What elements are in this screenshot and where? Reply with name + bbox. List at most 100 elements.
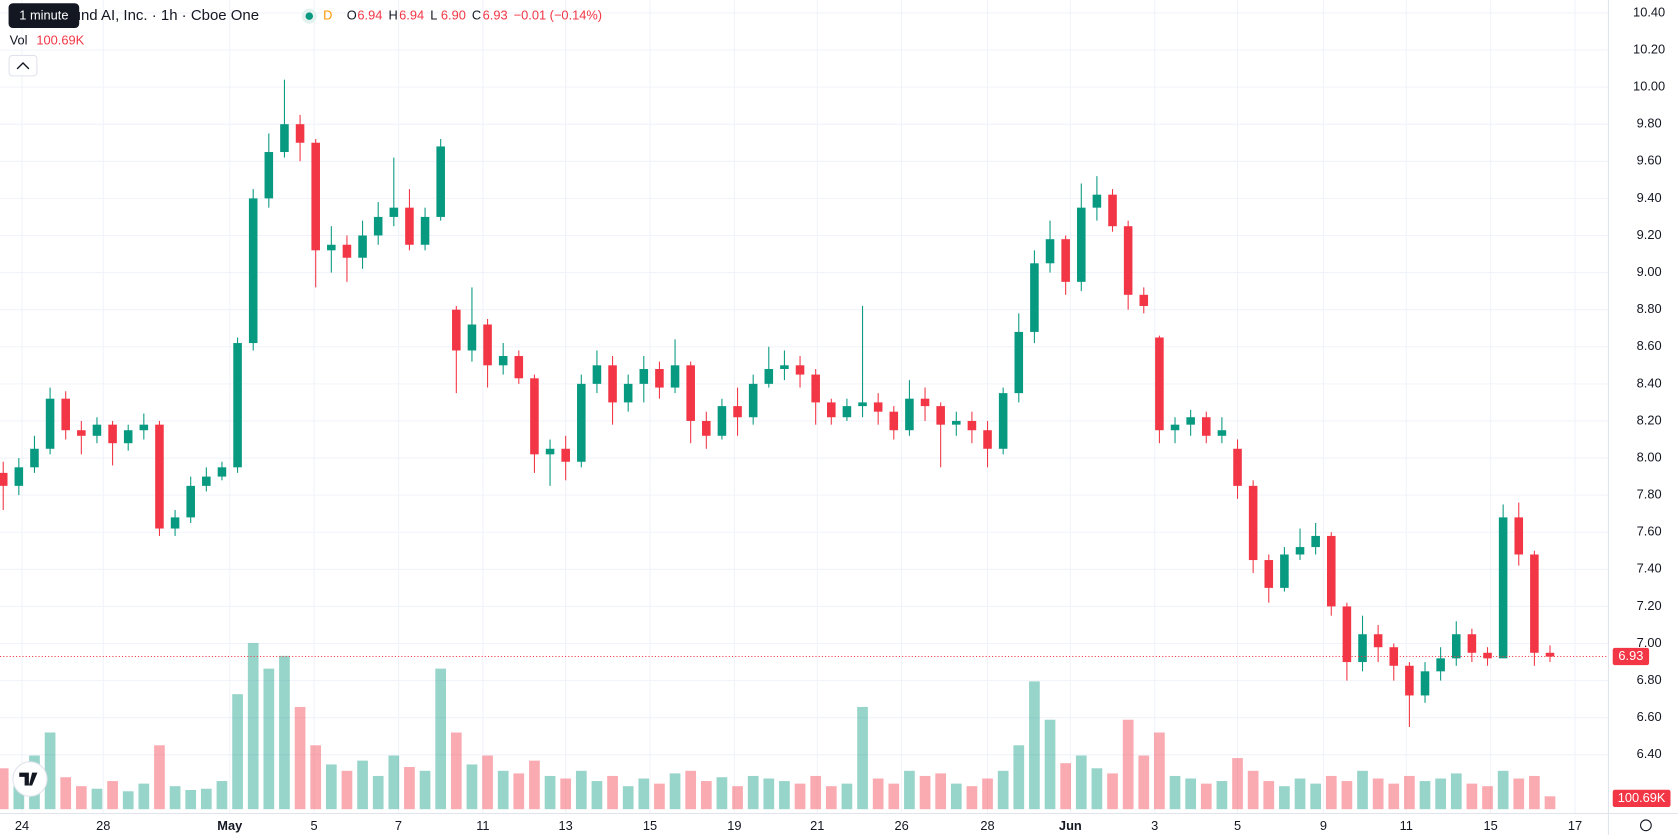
candle-body <box>1217 430 1227 436</box>
volume-bar <box>529 760 540 810</box>
y-tick-label: 9.20 <box>1637 227 1662 242</box>
candle-body <box>780 365 789 370</box>
collapse-button[interactable] <box>8 54 38 77</box>
volume-bar <box>779 781 790 810</box>
candle-body <box>1014 331 1024 394</box>
candle-body <box>1405 665 1414 696</box>
volume-bar <box>1029 681 1040 810</box>
candle-body <box>389 207 399 217</box>
volume-bar <box>216 781 228 810</box>
volume-bar <box>919 775 931 810</box>
volume-bar <box>950 783 962 810</box>
candle-body <box>1155 337 1164 431</box>
candle-body <box>327 244 336 251</box>
volume-bar <box>1154 732 1165 810</box>
candle-body <box>92 424 102 436</box>
volume-bar <box>44 732 56 810</box>
status-dot <box>305 12 314 20</box>
volume-bar <box>169 786 181 810</box>
candle-body <box>1451 634 1461 659</box>
x-tick-label: 11 <box>476 818 489 833</box>
ohlc-key: L <box>430 8 437 23</box>
candle-body <box>1373 634 1383 648</box>
volume-bar <box>810 775 822 810</box>
candle-body <box>1264 560 1274 588</box>
candle-body <box>873 402 883 412</box>
volume-bar <box>482 755 493 810</box>
candle-body <box>1358 634 1367 663</box>
volume-bar <box>91 788 103 810</box>
x-tick-label: 24 <box>15 818 29 833</box>
candle-body <box>858 402 867 407</box>
x-tick-label: 26 <box>894 818 908 833</box>
volume-bar <box>1075 755 1087 810</box>
y-tick-label: 7.20 <box>1637 598 1662 613</box>
candle-body <box>717 406 727 436</box>
volume-bar <box>1310 783 1321 810</box>
badge: D <box>323 8 332 23</box>
candle-body <box>1092 194 1102 208</box>
volume-bar <box>122 791 134 810</box>
x-tick-label: 19 <box>727 818 741 833</box>
y-tick-label: 9.00 <box>1637 264 1662 279</box>
candle-body <box>45 398 55 449</box>
candle-body <box>452 309 461 351</box>
candle-body <box>202 476 211 486</box>
collapse-icon <box>16 61 30 70</box>
y-tick-label: 6.60 <box>1637 709 1662 724</box>
settings-icon[interactable] <box>1640 819 1652 832</box>
last-price-label: 6.93 <box>1618 648 1643 663</box>
candle-body <box>170 517 180 529</box>
candle-body <box>1139 294 1149 306</box>
candle-body <box>670 365 680 388</box>
volume-bar <box>1232 758 1243 810</box>
y-tick-label: 7.60 <box>1637 524 1662 539</box>
ohlc-value: 6.93 <box>483 8 508 23</box>
volume-bar <box>1169 775 1181 810</box>
y-tick-label: 10.40 <box>1633 4 1665 19</box>
volume-bar <box>607 775 618 810</box>
candle-body <box>77 430 86 436</box>
volume-bar <box>857 706 868 810</box>
candle-body <box>1311 535 1320 548</box>
candle-body <box>655 369 664 388</box>
candle-body <box>498 356 508 366</box>
volume-bar <box>904 770 915 810</box>
x-tick-label: 28 <box>980 818 994 833</box>
candle-body <box>608 365 617 403</box>
volume-bar <box>1247 770 1259 810</box>
volume-bar <box>966 786 978 810</box>
volume-bar <box>388 755 400 810</box>
y-tick-label: 9.80 <box>1637 116 1662 131</box>
volume-bar <box>1185 778 1197 810</box>
y-tick-label: 7.00 <box>1637 635 1662 650</box>
volume-bar <box>997 770 1009 810</box>
volume-bar <box>872 778 884 810</box>
volume-bar <box>1513 778 1525 810</box>
candle-body <box>952 420 961 425</box>
volume-bar <box>1263 781 1275 810</box>
volume-bar <box>325 764 337 810</box>
candle-body <box>139 424 149 431</box>
candle-body <box>764 369 774 384</box>
volume-bar <box>357 760 368 810</box>
candle-body <box>639 369 649 384</box>
candle-body <box>1077 207 1086 282</box>
volume-bar <box>0 768 9 810</box>
candle-body <box>1514 517 1524 555</box>
candle-body <box>1170 424 1180 431</box>
x-tick-label: 28 <box>96 818 110 833</box>
candle-body <box>1326 535 1336 607</box>
volume-bar <box>372 775 384 810</box>
volume-bar <box>654 783 665 810</box>
x-tick-label: 13 <box>559 818 573 833</box>
candle-body <box>1061 239 1070 282</box>
candle-body <box>1295 547 1305 555</box>
tv-logo <box>19 772 38 786</box>
candle-body <box>1545 652 1555 657</box>
ohlc-key: O <box>347 8 357 23</box>
y-tick-label: 7.80 <box>1637 487 1662 502</box>
candle-body <box>373 216 383 236</box>
y-tick-label: 8.00 <box>1637 449 1662 464</box>
volume-bar <box>279 655 290 810</box>
